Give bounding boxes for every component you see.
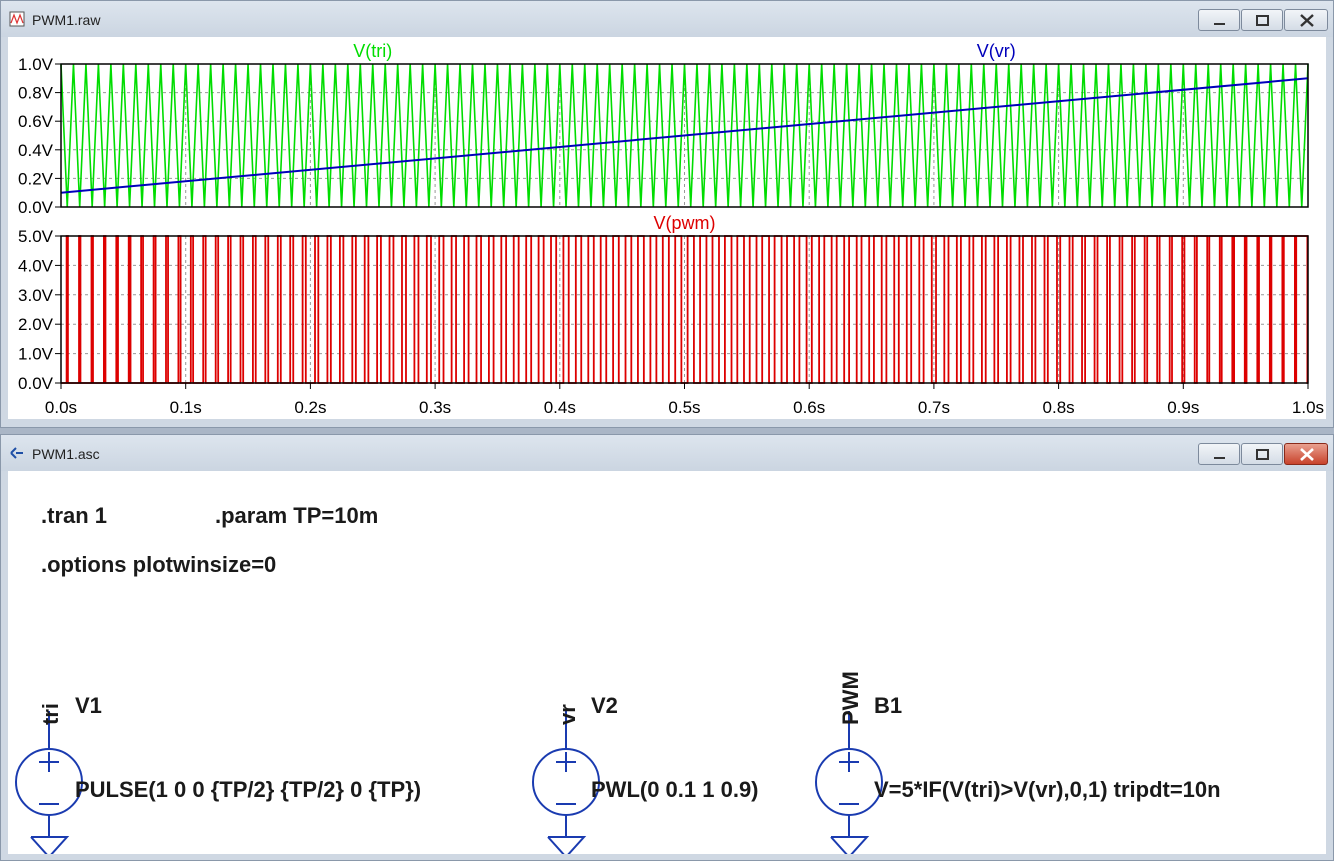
- schematic-app-icon: [10, 447, 23, 459]
- param-directive[interactable]: .param TP=10m: [215, 503, 379, 528]
- x-tick-label: 0.7s: [918, 398, 950, 417]
- schematic-canvas[interactable]: .tran 1 .param TP=10m .options plotwinsi…: [8, 471, 1326, 854]
- y-tick-label: 0.2V: [18, 169, 54, 188]
- y-tick-label: 0.4V: [18, 141, 54, 160]
- close-icon: [1300, 448, 1314, 461]
- tran-directive[interactable]: .tran 1: [41, 503, 108, 528]
- y-tick-label: 5.0V: [18, 227, 54, 246]
- schematic-window: PWM1.asc .tran 1 .param TP=10m .options …: [0, 434, 1334, 861]
- x-tick-label: 0.3s: [419, 398, 451, 417]
- y-tick-label: 2.0V: [18, 315, 54, 334]
- minimize-button[interactable]: [1198, 443, 1240, 465]
- net-label-tri[interactable]: tri: [38, 703, 63, 725]
- behavioral-source-b1-symbol[interactable]: [815, 711, 883, 854]
- x-tick-label: 0.0s: [45, 398, 77, 417]
- waveform-window: PWM1.raw 1.0V 0.8V 0.6V 0.4V 0.2V 0.0V V(tri) V…: [0, 0, 1334, 428]
- waveform-plot-area[interactable]: 1.0V 0.8V 0.6V 0.4V 0.2V 0.0V V(tri) V(vr) 5.0V…: [8, 37, 1326, 419]
- schematic-titlebar[interactable]: PWM1.asc: [1, 435, 1333, 471]
- close-button[interactable]: [1284, 443, 1328, 465]
- y-tick-label: 4.0V: [18, 256, 54, 275]
- y-tick-label: 0.0V: [18, 374, 54, 393]
- schematic-symbols: [15, 711, 883, 854]
- maximize-icon: [1256, 15, 1269, 26]
- upper-plot-frame: [60, 63, 1309, 208]
- x-tick-label: 0.6s: [793, 398, 825, 417]
- v-vr-trace: [60, 77, 1309, 194]
- upper-plot-pane: 1.0V 0.8V 0.6V 0.4V 0.2V 0.0V V(tri) V(vr): [18, 41, 1309, 217]
- component-value-v2[interactable]: PWL(0 0.1 1 0.9): [591, 777, 759, 802]
- x-tick-label: 0.8s: [1043, 398, 1075, 417]
- x-tick-label: 0.2s: [294, 398, 326, 417]
- legend-v-tri: V(tri): [353, 41, 392, 61]
- component-name-b1[interactable]: B1: [874, 693, 903, 718]
- maximize-button[interactable]: [1241, 443, 1283, 465]
- component-name-v1[interactable]: V1: [75, 693, 102, 718]
- y-tick-label: 1.0V: [18, 55, 54, 74]
- legend-v-vr: V(vr): [977, 41, 1016, 61]
- voltage-source-v2-symbol[interactable]: [532, 711, 600, 854]
- close-icon: [1300, 14, 1314, 27]
- x-tick-label: 1.0s: [1292, 398, 1324, 417]
- waveform-titlebar[interactable]: PWM1.raw: [1, 1, 1333, 37]
- component-value-b1[interactable]: V=5*IF(V(tri)>V(vr),0,1) tripdt=10n: [874, 777, 1221, 802]
- waveform-window-title: PWM1.raw: [32, 12, 101, 28]
- component-value-v1[interactable]: PULSE(1 0 0 {TP/2} {TP/2} 0 {TP}): [75, 777, 422, 802]
- schematic-window-title: PWM1.asc: [32, 446, 100, 462]
- waveform-app-icon: [9, 11, 25, 27]
- component-name-v2[interactable]: V2: [591, 693, 618, 718]
- close-button[interactable]: [1284, 9, 1328, 31]
- voltage-source-v1-symbol[interactable]: [15, 711, 83, 854]
- x-tick-label: 0.4s: [544, 398, 576, 417]
- y-tick-label: 0.0V: [18, 198, 54, 217]
- y-tick-label: 1.0V: [18, 345, 54, 364]
- options-directive[interactable]: .options plotwinsize=0: [41, 552, 277, 577]
- x-tick-label: 0.1s: [170, 398, 202, 417]
- net-label-pwm[interactable]: PWM: [838, 671, 863, 725]
- legend-v-pwm: V(pwm): [654, 213, 716, 233]
- minimize-button[interactable]: [1198, 9, 1240, 31]
- y-tick-label: 3.0V: [18, 286, 54, 305]
- waveform-plots: 1.0V 0.8V 0.6V 0.4V 0.2V 0.0V V(tri) V(vr) 5.0V…: [18, 41, 1324, 417]
- lower-plot-pane: 5.0V 4.0V 3.0V 2.0V 1.0V 0.0V V(pwm) 0.0s 0.1s 0.…: [18, 213, 1324, 417]
- maximize-icon: [1256, 449, 1269, 460]
- maximize-button[interactable]: [1241, 9, 1283, 31]
- minimize-icon: [1214, 457, 1225, 459]
- y-tick-label: 0.8V: [18, 84, 54, 103]
- y-tick-label: 0.6V: [18, 112, 54, 131]
- x-tick-label: 0.5s: [668, 398, 700, 417]
- net-label-vr[interactable]: vr: [555, 704, 580, 725]
- minimize-icon: [1214, 23, 1225, 25]
- x-tick-label: 0.9s: [1167, 398, 1199, 417]
